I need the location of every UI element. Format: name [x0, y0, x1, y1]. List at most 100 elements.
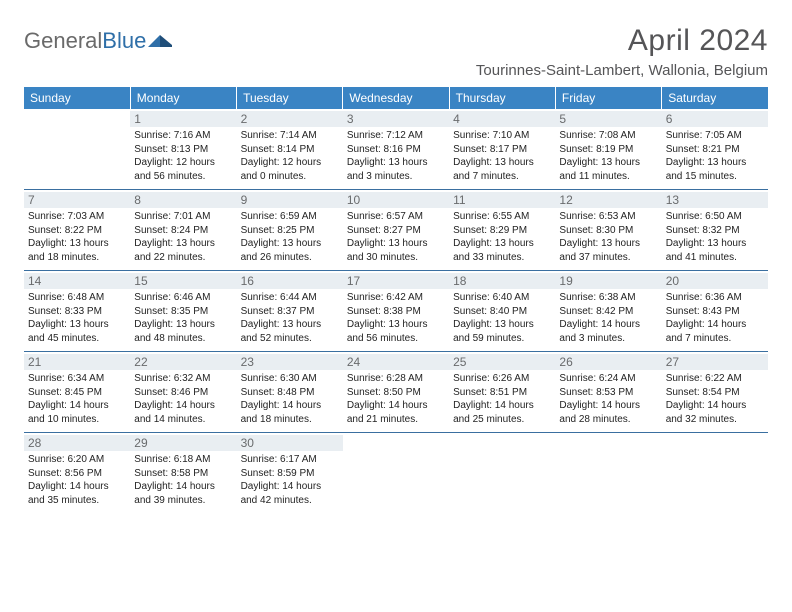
- daylight-text: Daylight: 13 hours and 30 minutes.: [347, 237, 445, 264]
- sunset-text: Sunset: 8:58 PM: [134, 467, 232, 481]
- sunrise-text: Sunrise: 6:17 AM: [241, 453, 339, 467]
- calendar-cell: 19Sunrise: 6:38 AMSunset: 8:42 PMDayligh…: [555, 271, 661, 352]
- sunset-text: Sunset: 8:45 PM: [28, 386, 126, 400]
- day-details: Sunrise: 6:38 AMSunset: 8:42 PMDaylight:…: [559, 291, 657, 345]
- day-number: 2: [237, 111, 343, 127]
- day-details: Sunrise: 6:26 AMSunset: 8:51 PMDaylight:…: [453, 372, 551, 426]
- sunrise-text: Sunrise: 6:28 AM: [347, 372, 445, 386]
- logo-mark-icon: [148, 31, 174, 51]
- calendar-cell: 15Sunrise: 6:46 AMSunset: 8:35 PMDayligh…: [130, 271, 236, 352]
- sunset-text: Sunset: 8:21 PM: [666, 143, 764, 157]
- sunset-text: Sunset: 8:16 PM: [347, 143, 445, 157]
- day-details: Sunrise: 6:40 AMSunset: 8:40 PMDaylight:…: [453, 291, 551, 345]
- sunrise-text: Sunrise: 6:38 AM: [559, 291, 657, 305]
- calendar-cell: 30Sunrise: 6:17 AMSunset: 8:59 PMDayligh…: [237, 433, 343, 514]
- day-header: Wednesday: [343, 87, 449, 109]
- day-details: Sunrise: 7:12 AMSunset: 8:16 PMDaylight:…: [347, 129, 445, 183]
- daylight-text: Daylight: 14 hours and 28 minutes.: [559, 399, 657, 426]
- day-number: 7: [24, 192, 130, 208]
- logo-text-general: General: [24, 28, 102, 54]
- day-details: Sunrise: 7:08 AMSunset: 8:19 PMDaylight:…: [559, 129, 657, 183]
- day-details: Sunrise: 6:48 AMSunset: 8:33 PMDaylight:…: [28, 291, 126, 345]
- sunrise-text: Sunrise: 7:16 AM: [134, 129, 232, 143]
- calendar-cell: [343, 433, 449, 514]
- calendar-cell: 10Sunrise: 6:57 AMSunset: 8:27 PMDayligh…: [343, 190, 449, 271]
- logo: GeneralBlue: [24, 24, 174, 54]
- sunrise-text: Sunrise: 7:12 AM: [347, 129, 445, 143]
- sunset-text: Sunset: 8:43 PM: [666, 305, 764, 319]
- calendar-cell: [555, 433, 661, 514]
- sunset-text: Sunset: 8:48 PM: [241, 386, 339, 400]
- sunrise-text: Sunrise: 6:24 AM: [559, 372, 657, 386]
- day-details: Sunrise: 6:50 AMSunset: 8:32 PMDaylight:…: [666, 210, 764, 264]
- daylight-text: Daylight: 13 hours and 18 minutes.: [28, 237, 126, 264]
- day-number: 1: [130, 111, 236, 127]
- calendar-cell: 2Sunrise: 7:14 AMSunset: 8:14 PMDaylight…: [237, 109, 343, 190]
- calendar-week-row: 14 Sunrise: 6:48 AMSunset: 8:33 PMDayligh…: [24, 271, 768, 352]
- sunset-text: Sunset: 8:50 PM: [347, 386, 445, 400]
- day-number: 25: [449, 354, 555, 370]
- day-number: 12: [555, 192, 661, 208]
- calendar-cell: 9Sunrise: 6:59 AMSunset: 8:25 PMDaylight…: [237, 190, 343, 271]
- sunset-text: Sunset: 8:29 PM: [453, 224, 551, 238]
- day-details: Sunrise: 6:55 AMSunset: 8:29 PMDaylight:…: [453, 210, 551, 264]
- sunset-text: Sunset: 8:33 PM: [28, 305, 126, 319]
- sunrise-text: Sunrise: 6:30 AM: [241, 372, 339, 386]
- day-header: Tuesday: [237, 87, 343, 109]
- day-details: Sunrise: 6:30 AMSunset: 8:48 PMDaylight:…: [241, 372, 339, 426]
- day-number: 24: [343, 354, 449, 370]
- calendar-head: Sunday Monday Tuesday Wednesday Thursday…: [24, 87, 768, 109]
- sunset-text: Sunset: 8:13 PM: [134, 143, 232, 157]
- day-number: 14: [24, 273, 130, 289]
- sunset-text: Sunset: 8:42 PM: [559, 305, 657, 319]
- sunset-text: Sunset: 8:19 PM: [559, 143, 657, 157]
- sunset-text: Sunset: 8:46 PM: [134, 386, 232, 400]
- day-number: 16: [237, 273, 343, 289]
- sunrise-text: Sunrise: 7:10 AM: [453, 129, 551, 143]
- day-details: Sunrise: 6:24 AMSunset: 8:53 PMDaylight:…: [559, 372, 657, 426]
- calendar-body: 1Sunrise: 7:16 AMSunset: 8:13 PMDaylight…: [24, 109, 768, 513]
- day-details: Sunrise: 6:20 AMSunset: 8:56 PMDaylight:…: [28, 453, 126, 507]
- sunrise-text: Sunrise: 7:08 AM: [559, 129, 657, 143]
- sunrise-text: Sunrise: 6:53 AM: [559, 210, 657, 224]
- location-subtitle: Tourinnes-Saint-Lambert, Wallonia, Belgi…: [476, 62, 768, 79]
- sunset-text: Sunset: 8:14 PM: [241, 143, 339, 157]
- daylight-text: Daylight: 13 hours and 3 minutes.: [347, 156, 445, 183]
- sunset-text: Sunset: 8:27 PM: [347, 224, 445, 238]
- day-header: Friday: [555, 87, 661, 109]
- sunrise-text: Sunrise: 6:42 AM: [347, 291, 445, 305]
- sunset-text: Sunset: 8:30 PM: [559, 224, 657, 238]
- daylight-text: Daylight: 13 hours and 45 minutes.: [28, 318, 126, 345]
- day-number: 13: [662, 192, 768, 208]
- calendar-cell: 8Sunrise: 7:01 AMSunset: 8:24 PMDaylight…: [130, 190, 236, 271]
- daylight-text: Daylight: 13 hours and 33 minutes.: [453, 237, 551, 264]
- calendar-week-row: 1Sunrise: 7:16 AMSunset: 8:13 PMDaylight…: [24, 109, 768, 190]
- daylight-text: Daylight: 14 hours and 35 minutes.: [28, 480, 126, 507]
- calendar-week-row: 7Sunrise: 7:03 AMSunset: 8:22 PMDaylight…: [24, 190, 768, 271]
- calendar-cell: 7Sunrise: 7:03 AMSunset: 8:22 PMDaylight…: [24, 190, 130, 271]
- sunrise-text: Sunrise: 6:44 AM: [241, 291, 339, 305]
- page-header: GeneralBlue April 2024 Tourinnes-Saint-L…: [24, 24, 768, 79]
- sunrise-text: Sunrise: 7:03 AM: [28, 210, 126, 224]
- calendar-cell: 1 Sunrise: 7:16 AMSunset: 8:13 PMDaylight…: [130, 109, 236, 190]
- day-details: Sunrise: 6:34 AMSunset: 8:45 PMDaylight:…: [28, 372, 126, 426]
- calendar-cell: 14 Sunrise: 6:48 AMSunset: 8:33 PMDayligh…: [24, 271, 130, 352]
- daylight-text: Daylight: 12 hours and 56 minutes.: [134, 156, 232, 183]
- calendar-cell: 21Sunrise: 6:34 AMSunset: 8:45 PMDayligh…: [24, 352, 130, 433]
- calendar-cell: 22Sunrise: 6:32 AMSunset: 8:46 PMDayligh…: [130, 352, 236, 433]
- calendar-week-row: 28Sunrise: 6:20 AMSunset: 8:56 PMDayligh…: [24, 433, 768, 514]
- sunrise-text: Sunrise: 6:46 AM: [134, 291, 232, 305]
- sunrise-text: Sunrise: 6:18 AM: [134, 453, 232, 467]
- daylight-text: Daylight: 14 hours and 42 minutes.: [241, 480, 339, 507]
- day-number: 17: [343, 273, 449, 289]
- day-details: Sunrise: 6:17 AMSunset: 8:59 PMDaylight:…: [241, 453, 339, 507]
- sunset-text: Sunset: 8:17 PM: [453, 143, 551, 157]
- daylight-text: Daylight: 14 hours and 10 minutes.: [28, 399, 126, 426]
- day-number: 11: [449, 192, 555, 208]
- sunrise-text: Sunrise: 7:14 AM: [241, 129, 339, 143]
- day-details: Sunrise: 7:16 AMSunset: 8:13 PMDaylight:…: [134, 129, 232, 183]
- daylight-text: Daylight: 14 hours and 32 minutes.: [666, 399, 764, 426]
- calendar-page: GeneralBlue April 2024 Tourinnes-Saint-L…: [0, 0, 792, 513]
- day-number: 27: [662, 354, 768, 370]
- calendar-cell: 18Sunrise: 6:40 AMSunset: 8:40 PMDayligh…: [449, 271, 555, 352]
